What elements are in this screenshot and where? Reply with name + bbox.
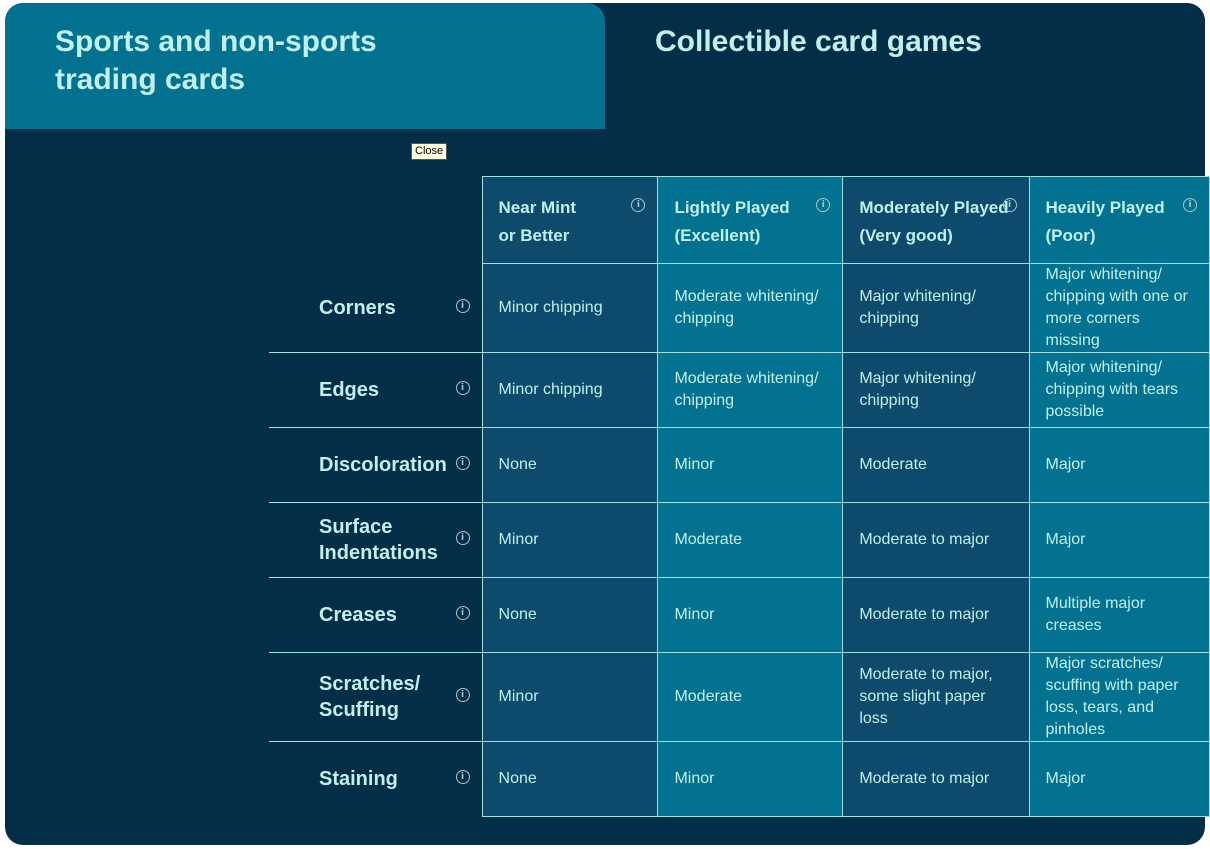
row-label: Corners	[319, 296, 396, 319]
column-title: Lightly Played	[674, 198, 790, 217]
table-cell: Minor chipping	[481, 352, 659, 428]
info-icon[interactable]: i	[455, 298, 470, 313]
table-cell: Major scratches/ scuffing with paper los…	[1028, 652, 1210, 742]
column-subtitle: or Better	[498, 226, 570, 245]
table-cell: Moderate to major	[842, 502, 1030, 578]
table-cell: Major whitening/ chipping	[842, 352, 1030, 428]
header-corner	[269, 177, 482, 264]
column-title: Near Mint	[498, 198, 576, 217]
row-header: Staining i	[269, 741, 483, 817]
header-row: Near Mint or Better i Lightly Played (Excel…	[269, 176, 1210, 264]
row-label: Edges	[319, 379, 380, 401]
column-subtitle: (Very good)	[859, 226, 953, 245]
info-icon[interactable]: i	[455, 456, 470, 470]
table-cell: None	[481, 427, 659, 503]
table-cell: Moderate whitening/ chipping	[657, 263, 844, 353]
column-header-heavily-played: Heavily Played (Poor) i	[1028, 176, 1210, 264]
table-cell: Major whitening/ chipping with one or mo…	[1028, 263, 1210, 353]
tooltip: Close	[411, 143, 448, 160]
table-cell: Multiple major creases	[1028, 577, 1210, 653]
info-icon[interactable]: i	[631, 198, 646, 212]
row-label: Staining	[319, 768, 398, 791]
info-icon[interactable]: i	[455, 770, 470, 785]
table-cell: Minor	[657, 577, 844, 653]
row-label: Scratches/ Scuffing	[319, 673, 421, 721]
table-row: Surface Indentations i Minor Moderate Modera…	[269, 502, 1210, 578]
table-cell: None	[481, 741, 659, 817]
table-cell: Moderate whitening/ chipping	[657, 352, 844, 428]
info-icon[interactable]: i	[1002, 198, 1017, 212]
table-cell: Moderate to major	[842, 577, 1030, 653]
row-label: Discoloration	[319, 454, 447, 476]
table-cell: Moderate	[657, 652, 844, 742]
info-icon[interactable]: i	[816, 198, 831, 212]
row-header: Creases i	[269, 577, 483, 653]
table-cell: Minor	[481, 652, 659, 742]
info-icon[interactable]: i	[1183, 198, 1197, 212]
tab-collectible-card-games[interactable]: Collectible card games	[605, 3, 1205, 129]
column-subtitle: (Excellent)	[674, 226, 761, 245]
table-cell: Major	[1028, 427, 1210, 503]
column-title: Moderately Played	[859, 198, 1009, 217]
table-cell: Minor	[657, 427, 844, 503]
condition-table: Near Mint or Better i Lightly Played (Excel…	[269, 176, 1210, 817]
table-cell: Major whitening/ chipping with tears pos…	[1028, 352, 1210, 428]
info-icon[interactable]: i	[455, 688, 470, 702]
tab-sports-trading-cards[interactable]: Sports and non-sports trading cards	[5, 3, 605, 129]
tab-label: Sports and non-sports trading cards	[55, 25, 377, 96]
info-icon[interactable]: i	[455, 606, 470, 620]
column-header-moderately-played: Moderately Played (Very good) i	[842, 176, 1030, 264]
table-row: Corners i Minor chipping Moderate whitening…	[269, 263, 1210, 353]
table-cell: Minor	[657, 741, 844, 817]
row-label: Creases	[319, 604, 397, 626]
table-cell: Minor	[481, 502, 659, 578]
column-title: Heavily Played	[1045, 198, 1165, 217]
info-icon[interactable]: i	[455, 531, 470, 545]
table-cell: Moderate to major, some slight paper los…	[842, 652, 1030, 742]
row-label: Surface Indentations	[319, 516, 438, 564]
info-icon[interactable]: i	[455, 381, 470, 395]
tab-label: Collectible card games	[655, 25, 982, 58]
table-cell: Minor chipping	[481, 263, 659, 353]
table-cell: Moderate to major	[842, 741, 1030, 817]
table-cell: None	[481, 577, 659, 653]
row-header: Scratches/ Scuffing i	[269, 652, 483, 742]
table-row: Edges i Minor chipping Moderate whitening/ …	[269, 352, 1210, 428]
column-subtitle: (Poor)	[1045, 226, 1096, 245]
table-cell: Moderate	[657, 502, 844, 578]
table-row: Staining i None Minor Moderate to major Major	[269, 741, 1210, 817]
column-header-lightly-played: Lightly Played (Excellent) i	[657, 176, 844, 264]
table-cell: Major	[1028, 741, 1210, 817]
table-cell: Major	[1028, 502, 1210, 578]
row-header: Surface Indentations i	[269, 502, 483, 578]
table-row: Creases i None Minor Moderate to major Multip…	[269, 577, 1210, 653]
row-header: Corners i	[269, 264, 482, 353]
table-row: Discoloration i None Minor Moderate Major	[269, 427, 1210, 503]
table-cell: Moderate	[842, 427, 1030, 503]
table-row: Scratches/ Scuffing i Minor Moderate Moderat…	[269, 652, 1210, 742]
row-header: Discoloration i	[269, 427, 483, 503]
row-header: Edges i	[269, 352, 483, 428]
table-cell: Major whitening/ chipping	[842, 263, 1030, 353]
column-header-near-mint: Near Mint or Better i	[481, 176, 659, 264]
